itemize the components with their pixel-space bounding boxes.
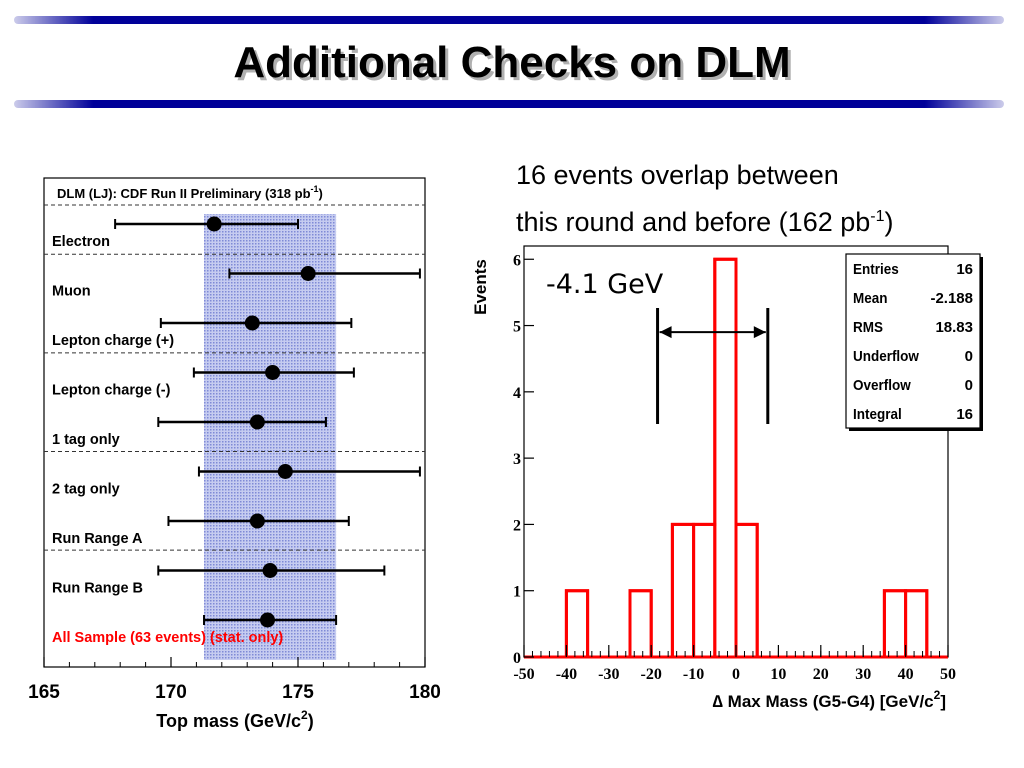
title-bar-bottom [14, 100, 1004, 108]
y-tick-label: 3 [513, 451, 521, 468]
histogram-bin [734, 522, 759, 659]
x-tick-label: 175 [282, 682, 314, 703]
row-label: Muon [52, 284, 91, 300]
stats-name: Overflow [853, 377, 912, 394]
row-label: Run Range B [52, 581, 143, 597]
stats-value: 16 [956, 261, 973, 278]
stats-name: Mean [853, 290, 887, 307]
x-tick-label: 180 [409, 682, 441, 703]
stats-name: Underflow [853, 348, 920, 365]
row-label: Lepton charge (-) [52, 383, 171, 399]
data-point [262, 563, 278, 578]
x-axis-label: ∆ Max Mass (G5-G4) [GeV/c2] [713, 688, 946, 711]
mass-shift-annotation: -4.1 GeV [546, 269, 664, 300]
y-tick-label: 1 [513, 584, 521, 601]
x-axis-label-sup: 2 [301, 708, 308, 722]
arrow-head-right [753, 326, 766, 339]
histogram-bin [882, 589, 908, 659]
stats-value: 0 [965, 377, 973, 394]
x-tick-label: 170 [155, 682, 187, 703]
x-tick-label: -40 [556, 666, 577, 683]
slide-title: Additional Checks on DLM [233, 38, 791, 87]
chart-title-end: ) [319, 186, 323, 201]
data-point [300, 266, 316, 281]
x-tick-label: -20 [641, 666, 662, 683]
stats-value: 0 [965, 348, 973, 365]
histogram-bin [564, 589, 590, 659]
x-axis-label-text: Top mass (GeV/c [156, 711, 301, 731]
x-tick-label: -50 [513, 666, 534, 683]
x-axis-label: Top mass (GeV/c2) [156, 708, 313, 731]
data-point [260, 612, 276, 628]
histogram-bin [670, 522, 696, 659]
row-label: All Sample (63 events) (stat. only) [52, 630, 283, 646]
histogram-bin [692, 522, 717, 659]
histogram-bin [713, 257, 738, 659]
y-tick-label: 0 [513, 650, 521, 667]
row-label: Electron [52, 234, 110, 250]
overlap-note-line2: this round and before (162 pb-1) [516, 196, 1016, 243]
x-axis-label-end: ) [308, 711, 314, 731]
arrow-head-left [659, 326, 672, 339]
y-tick-label: 5 [513, 319, 521, 336]
row-label: Lepton charge (+) [52, 333, 174, 349]
data-point [249, 513, 265, 529]
overlap-note-line2-end: ) [884, 207, 894, 237]
x-axis-label-sup: 2 [934, 688, 941, 702]
stats-value: 18.83 [935, 319, 973, 336]
chart-title-sup: -1 [311, 184, 319, 194]
y-tick-label: 4 [513, 385, 521, 402]
chart-title: DLM (LJ): CDF Run II Preliminary (318 pb… [57, 184, 323, 201]
x-tick-label: 165 [28, 682, 60, 703]
x-tick-label: -30 [598, 666, 619, 683]
data-point [244, 315, 260, 331]
row-label: 1 tag only [52, 432, 120, 448]
x-tick-label: 0 [732, 666, 740, 683]
chart-title-text: DLM (LJ): CDF Run II Preliminary (318 pb [57, 186, 311, 201]
x-tick-label: 20 [813, 666, 829, 683]
y-tick-label: 6 [513, 252, 521, 269]
y-axis-label: Events [471, 259, 490, 315]
x-axis-label-text: ∆ Max Mass (G5-G4) [GeV/c [713, 692, 934, 711]
data-point [249, 414, 265, 430]
overlap-note-line2-text: this round and before (162 pb [516, 207, 871, 237]
stats-name: Integral [853, 406, 902, 423]
x-tick-label: 40 [898, 666, 914, 683]
plot-frame [43, 177, 426, 668]
overlap-note-line2-sup: -1 [870, 208, 885, 225]
x-tick-label: 50 [940, 666, 956, 683]
row-label: Run Range A [52, 531, 143, 547]
title-bar-top [14, 16, 1004, 24]
stats-value: 16 [956, 406, 973, 423]
x-tick-label: -10 [683, 666, 704, 683]
histogram-bin [904, 589, 929, 659]
y-tick-label: 2 [513, 517, 521, 534]
overlap-note: 16 events overlap between this round and… [516, 155, 1016, 243]
x-tick-label: 30 [855, 666, 871, 683]
data-point [265, 365, 281, 380]
data-point [206, 216, 222, 232]
x-tick-label: 10 [770, 666, 786, 683]
stats-box [845, 253, 981, 429]
x-axis-label-end: ] [940, 692, 946, 711]
overlap-note-line1: 16 events overlap between [516, 160, 839, 190]
systematic-band [204, 214, 337, 660]
data-point [277, 464, 293, 479]
stats-name: Entries [853, 261, 899, 278]
row-label: 2 tag only [52, 482, 120, 498]
stats-value: -2.188 [930, 290, 973, 307]
stats-name: RMS [853, 319, 883, 336]
histogram-bin [628, 589, 653, 659]
